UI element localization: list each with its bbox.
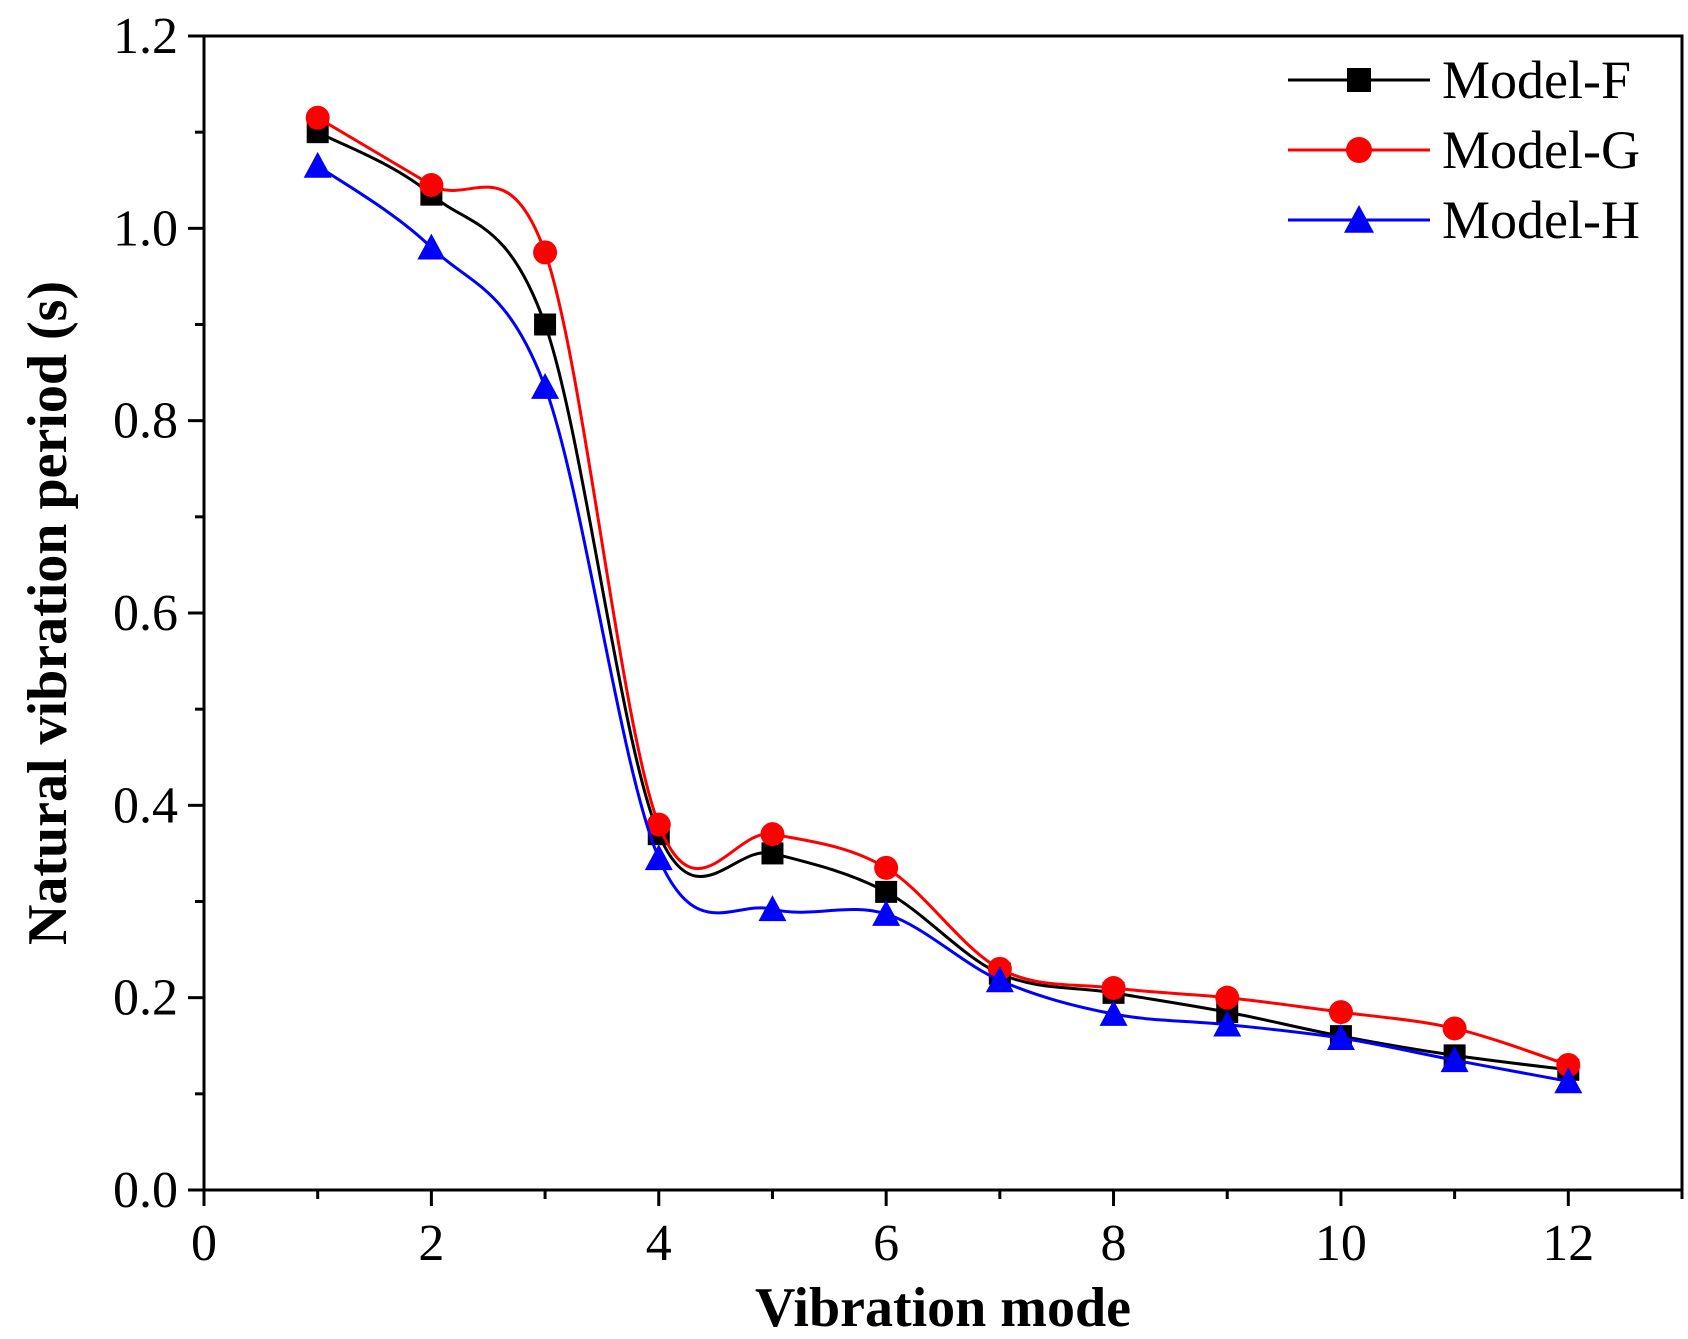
y-tick-label: 0.2: [113, 970, 178, 1027]
data-point-model-g: [646, 812, 671, 837]
data-point-model-g: [760, 822, 785, 847]
y-tick-label: 1.0: [113, 200, 178, 257]
y-tick-label: 0.0: [113, 1162, 178, 1219]
legend-item-model-g: Model-G: [1288, 120, 1640, 180]
data-point-model-h: [644, 844, 673, 871]
data-point-model-g: [1442, 1016, 1467, 1041]
x-tick-label: 10: [1315, 1215, 1367, 1272]
legend-label-model-h: Model-H: [1442, 190, 1640, 250]
data-point-model-h: [758, 895, 787, 922]
data-point-model-g: [1101, 976, 1126, 1001]
x-tick-label: 8: [1101, 1215, 1127, 1272]
data-point-model-g: [533, 240, 558, 265]
x-tick-label: 6: [873, 1215, 899, 1272]
data-point-model-h: [1326, 1024, 1355, 1050]
series-line-model-h: [316, 164, 1569, 1083]
x-tick-label: 0: [191, 1215, 217, 1272]
data-point-model-f: [534, 313, 557, 336]
y-tick-label: 0.8: [113, 393, 178, 450]
data-point-model-g: [305, 105, 330, 130]
data-point-model-h: [1213, 1010, 1242, 1037]
legend-label-model-f: Model-F: [1442, 50, 1631, 110]
legend-marker-model-f: [1347, 68, 1371, 92]
data-point-model-g: [419, 173, 444, 198]
data-point-model-g: [1215, 985, 1240, 1010]
x-tick-label: 4: [646, 1215, 672, 1272]
legend-label-model-g: Model-G: [1442, 120, 1640, 180]
data-point-model-h: [1554, 1067, 1583, 1094]
x-tick-label: 2: [418, 1215, 444, 1272]
data-point-model-g: [1328, 1000, 1353, 1025]
data-point-model-h: [303, 151, 332, 178]
series-model-g: [305, 105, 1581, 1077]
data-point-model-h: [1440, 1046, 1469, 1073]
series-model-h: [303, 151, 1583, 1094]
legend-marker-model-g: [1346, 137, 1372, 163]
legend: Model-F Model-G Model-H: [1288, 50, 1640, 250]
legend-marker-model-h: [1344, 205, 1374, 233]
data-point-model-h: [872, 900, 901, 926]
data-point-model-g: [1556, 1052, 1581, 1077]
y-tick-label: 1.2: [113, 8, 178, 65]
data-point-model-h: [417, 233, 446, 260]
legend-item-model-f: Model-F: [1288, 50, 1631, 110]
y-axis-title: Natural vibration period (s): [17, 281, 79, 945]
data-point-model-f: [761, 842, 784, 865]
y-tick-label: 0.4: [113, 777, 178, 834]
legend-item-model-h: Model-H: [1288, 190, 1640, 250]
data-point-model-f: [875, 880, 898, 903]
y-axis-ticks: 0.0 0.2 0.4 0.6 0.8 1.0 1.2: [113, 8, 204, 1219]
data-point-model-h: [1099, 1000, 1128, 1026]
x-tick-label: 12: [1542, 1215, 1594, 1272]
data-point-model-h: [985, 966, 1014, 993]
series-line-model-f: [316, 130, 1569, 1072]
y-tick-label: 0.6: [113, 585, 178, 642]
series-layer: [303, 105, 1583, 1094]
data-point-model-h: [531, 373, 560, 399]
series-line-model-g: [316, 116, 1569, 1067]
x-axis-title: Vibration mode: [755, 1277, 1131, 1339]
series-model-f: [306, 121, 1580, 1081]
data-point-model-g: [874, 855, 899, 880]
x-axis-ticks: 0 2 4 6 8 10 12: [191, 1190, 1684, 1272]
